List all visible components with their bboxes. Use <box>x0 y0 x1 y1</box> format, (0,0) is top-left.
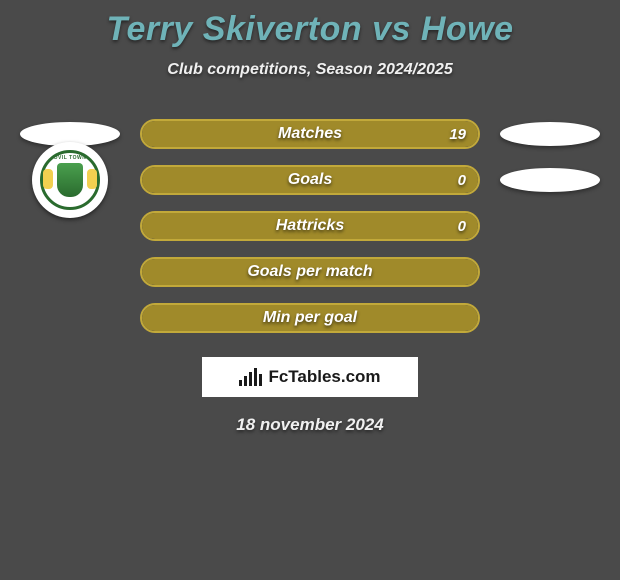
credit-text: FcTables.com <box>268 367 380 387</box>
stat-row: Goals per match <box>0 257 620 287</box>
right-side-slot <box>500 119 600 149</box>
stat-bar-goals: Goals 0 <box>140 165 480 195</box>
stat-label: Hattricks <box>276 217 344 235</box>
left-side-slot: OVIL TOWN <box>20 142 120 218</box>
left-side-slot <box>20 303 120 333</box>
stat-label: Goals <box>288 171 332 189</box>
stat-label: Goals per match <box>247 263 372 281</box>
stat-bar-mpg: Min per goal <box>140 303 480 333</box>
right-side-slot <box>500 165 600 195</box>
club-crest: OVIL TOWN <box>32 142 108 218</box>
crest-inner: OVIL TOWN <box>40 150 100 210</box>
stat-row: Hattricks 0 <box>0 211 620 241</box>
bar-chart-icon <box>239 368 262 386</box>
stat-label: Min per goal <box>263 309 357 327</box>
player-ellipse-right <box>500 168 600 192</box>
credit-box: FcTables.com <box>202 357 418 397</box>
stat-bar-gpm: Goals per match <box>140 257 480 287</box>
player-ellipse-right <box>500 122 600 146</box>
stat-label: Matches <box>278 125 342 143</box>
date-text: 18 november 2024 <box>0 415 620 435</box>
comparison-subtitle: Club competitions, Season 2024/2025 <box>0 61 620 79</box>
content-wrapper: Terry Skiverton vs Howe Club competition… <box>0 0 620 580</box>
crest-text: OVIL TOWN <box>54 155 87 161</box>
stat-right-value: 0 <box>458 172 466 189</box>
stat-right-value: 0 <box>458 218 466 235</box>
right-side-slot <box>500 303 600 333</box>
comparison-title: Terry Skiverton vs Howe <box>0 0 620 49</box>
stat-rows: Matches 19 OVIL TOWN Goals <box>0 119 620 333</box>
stat-right-value: 19 <box>449 126 466 143</box>
right-side-slot <box>500 211 600 241</box>
crest-shield-icon <box>57 163 83 197</box>
stat-row: OVIL TOWN Goals 0 <box>0 165 620 195</box>
stat-row: Min per goal <box>0 303 620 333</box>
left-side-slot <box>20 257 120 287</box>
stat-bar-matches: Matches 19 <box>140 119 480 149</box>
right-side-slot <box>500 257 600 287</box>
stat-bar-hattricks: Hattricks 0 <box>140 211 480 241</box>
credit-inner: FcTables.com <box>239 367 380 387</box>
